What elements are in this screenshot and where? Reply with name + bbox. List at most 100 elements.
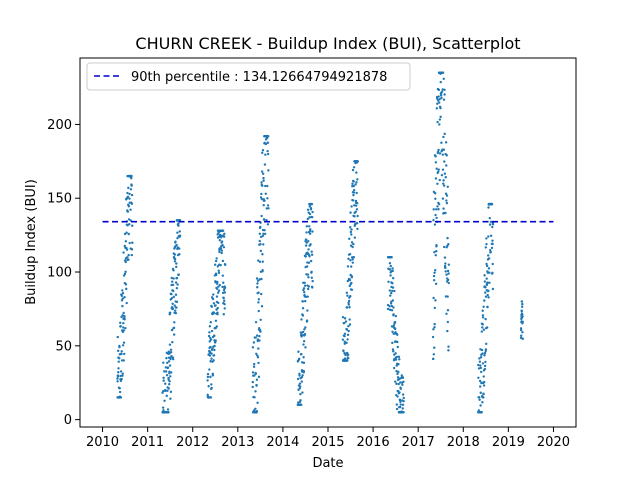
data-point	[486, 305, 489, 309]
data-point	[482, 396, 485, 399]
data-point	[262, 232, 265, 235]
data-point	[348, 323, 352, 326]
data-point	[220, 249, 224, 252]
data-point	[255, 352, 258, 355]
data-point	[211, 297, 215, 301]
data-point	[162, 379, 165, 382]
data-point	[439, 115, 442, 119]
data-point	[391, 282, 394, 285]
data-point	[484, 360, 487, 364]
data-point	[389, 302, 393, 305]
data-point	[438, 101, 441, 104]
data-point	[311, 286, 314, 289]
data-point	[442, 179, 445, 182]
data-point	[216, 282, 219, 285]
data-point	[206, 372, 210, 376]
data-point	[443, 132, 446, 136]
data-point	[305, 225, 309, 228]
data-point	[255, 409, 259, 413]
data-point	[126, 256, 129, 259]
data-point	[309, 259, 313, 263]
data-point	[437, 202, 441, 206]
data-point	[439, 106, 442, 110]
data-point	[478, 357, 481, 360]
x-tick-label: 2010	[86, 435, 119, 450]
data-point	[393, 321, 397, 324]
data-point	[208, 340, 211, 343]
data-point	[303, 291, 306, 294]
data-point	[168, 311, 172, 315]
data-point	[212, 354, 216, 357]
data-point	[208, 331, 211, 334]
data-point	[341, 315, 345, 319]
data-point	[392, 324, 396, 327]
data-point	[304, 244, 308, 247]
data-point	[120, 294, 124, 298]
data-point	[440, 96, 443, 100]
data-point	[171, 307, 174, 311]
data-point	[130, 202, 134, 205]
data-point	[206, 379, 209, 382]
data-point	[223, 263, 227, 267]
data-point	[123, 314, 126, 318]
data-point	[256, 282, 259, 285]
data-point	[347, 356, 350, 360]
data-point	[347, 325, 350, 328]
data-point	[266, 223, 270, 226]
data-point	[444, 176, 448, 179]
data-point	[175, 300, 179, 304]
data-point	[306, 309, 309, 312]
data-point	[441, 71, 445, 74]
data-point	[174, 281, 178, 284]
data-point	[175, 286, 179, 290]
data-point	[119, 370, 123, 373]
data-point	[257, 327, 261, 330]
data-point	[127, 186, 130, 190]
data-point	[222, 289, 226, 292]
data-point	[210, 357, 213, 360]
data-point	[489, 220, 493, 224]
data-point	[171, 302, 174, 305]
data-point	[309, 243, 312, 246]
data-point	[342, 349, 345, 353]
data-point	[128, 192, 131, 196]
data-point	[212, 359, 215, 362]
data-point	[255, 277, 259, 280]
data-point	[479, 404, 482, 407]
data-point	[480, 411, 483, 414]
data-point	[120, 377, 123, 381]
data-point	[305, 265, 309, 268]
data-point	[164, 382, 167, 385]
data-point	[266, 197, 269, 200]
data-point	[481, 362, 485, 365]
data-point	[175, 262, 178, 265]
y-tick-label: 100	[47, 266, 72, 281]
data-point	[178, 230, 181, 233]
data-point	[310, 276, 314, 280]
data-point	[391, 269, 394, 273]
data-point	[304, 255, 307, 258]
data-point	[122, 311, 125, 315]
data-point	[354, 199, 358, 203]
data-point	[481, 401, 484, 404]
data-point	[254, 407, 257, 410]
data-point	[165, 394, 168, 398]
data-point	[482, 305, 485, 308]
data-point	[121, 292, 125, 295]
data-point	[267, 135, 270, 138]
data-point	[261, 151, 264, 154]
data-point	[220, 236, 223, 239]
data-point	[390, 289, 394, 293]
data-point	[118, 345, 121, 349]
data-point	[394, 352, 397, 355]
data-point	[212, 293, 215, 296]
data-point	[346, 279, 350, 283]
data-point	[349, 265, 353, 268]
data-point	[167, 411, 170, 414]
data-point	[251, 346, 255, 349]
data-point	[437, 208, 440, 211]
data-point	[257, 375, 261, 379]
data-point	[172, 358, 175, 361]
x-tick-label: 2014	[266, 435, 299, 450]
data-point	[399, 381, 402, 384]
